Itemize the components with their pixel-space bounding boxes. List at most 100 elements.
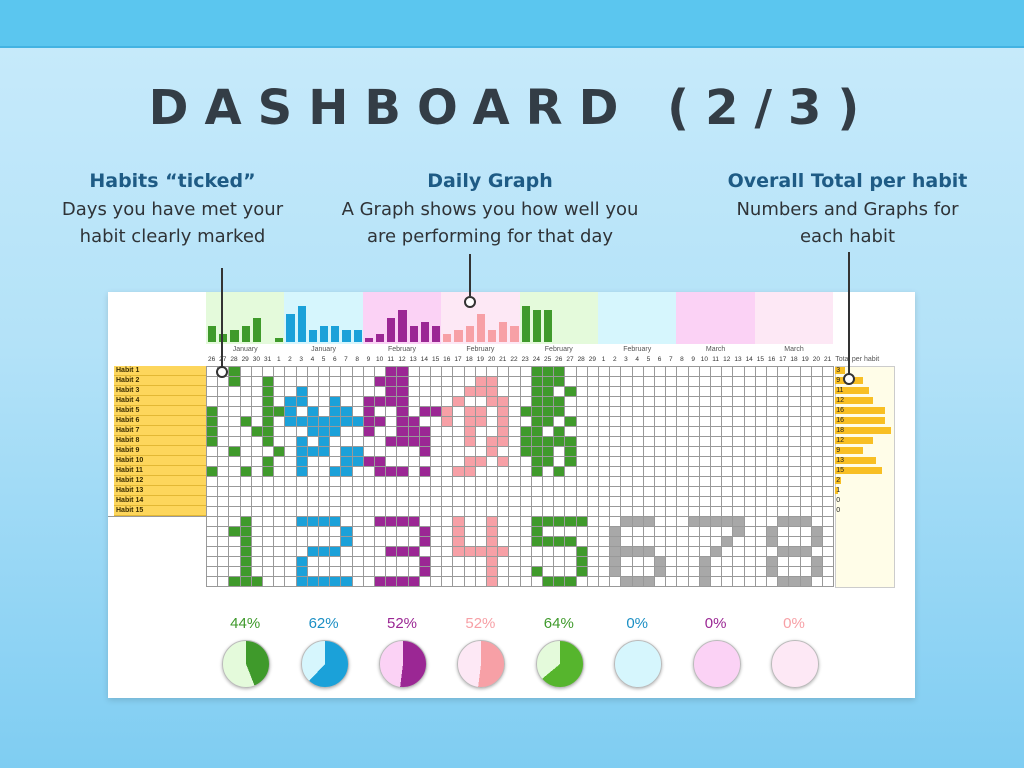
total-bar <box>835 367 845 374</box>
daily-graph-bar <box>532 310 541 342</box>
habit-tick-cell[interactable] <box>822 576 835 587</box>
daily-graph-bar <box>488 330 497 342</box>
daily-graph-bar <box>432 326 441 342</box>
week-percentage: 44% <box>230 615 261 632</box>
total-value: 16 <box>836 407 844 414</box>
month-label: February <box>387 346 416 353</box>
day-number-label: 13 <box>734 356 742 363</box>
month-label: March <box>784 346 804 353</box>
week-percentage: 52% <box>465 615 496 632</box>
daily-graph-bar <box>376 334 385 342</box>
month-label: January <box>311 346 337 353</box>
callout-body: A Graph shows you how well you <box>341 199 639 220</box>
habit-name-label: Habit 3 <box>114 386 206 396</box>
total-value: 13 <box>836 457 844 464</box>
daily-graph-bar <box>409 326 418 342</box>
day-number-label: 7 <box>344 356 348 363</box>
daily-graph-bar <box>286 314 295 342</box>
day-number-label: 15 <box>431 356 440 363</box>
daily-graph-bar <box>420 322 429 342</box>
day-number-label: 25 <box>543 356 552 363</box>
total-value: 0 <box>836 497 841 504</box>
day-number-label: 20 <box>487 356 496 363</box>
total-bar <box>835 437 873 444</box>
day-number-label: 4 <box>635 356 639 363</box>
totals-header: Total per habit <box>835 356 880 363</box>
habit-name-label: Habit 2 <box>114 376 206 386</box>
day-number-label: 16 <box>767 356 776 363</box>
day-number-label: 30 <box>252 356 260 363</box>
daily-graph-bar <box>454 330 463 342</box>
callout-marker <box>464 296 476 308</box>
habit-name-label: Habit 15 <box>114 506 206 516</box>
callout-leader-line <box>221 268 223 370</box>
month-label: February <box>623 346 652 353</box>
day-number-label: 31 <box>263 356 272 363</box>
callout-body: each habit <box>799 226 896 247</box>
habit-name-label: Habit 6 <box>114 416 206 426</box>
daily-graph-bar <box>275 338 284 342</box>
day-number-label: 3 <box>299 356 303 363</box>
total-bar <box>835 407 885 414</box>
day-number-label: 18 <box>465 356 473 363</box>
top-banner <box>0 0 1024 48</box>
daily-graph-bar <box>544 310 553 342</box>
day-number-label: 9 <box>366 356 371 363</box>
day-number-label: 4 <box>310 356 315 363</box>
week-percentage: 0% <box>704 615 727 632</box>
day-number-label: 6 <box>657 356 662 363</box>
callout-body: are performing for that day <box>366 226 614 247</box>
day-number-label: 20 <box>812 356 820 363</box>
day-number-label: 27 <box>566 356 574 363</box>
day-number-label: 1 <box>276 356 281 363</box>
day-number-label: 24 <box>532 356 540 363</box>
habit-name-label: Habit 13 <box>114 486 206 496</box>
day-number-label: 12 <box>398 356 406 363</box>
callout-marker <box>216 366 228 378</box>
week-pie-chart <box>692 640 741 688</box>
habit-name-label: Habit 7 <box>114 426 206 436</box>
month-label: March <box>705 346 726 353</box>
week-background-band <box>519 292 598 344</box>
habit-name-label: Habit 5 <box>114 406 206 416</box>
callout-heading: Habits “ticked” <box>89 170 256 192</box>
day-number-label: 29 <box>588 356 596 363</box>
daily-graph-bar <box>331 326 340 342</box>
callout-marker <box>843 373 855 385</box>
day-number-label: 8 <box>355 356 359 363</box>
total-bar <box>835 477 842 484</box>
day-number-label: 18 <box>790 356 798 363</box>
daily-graph-bar <box>499 322 508 342</box>
week-pie-chart <box>222 640 271 688</box>
month-label: February <box>544 346 573 353</box>
daily-graph-bar <box>208 326 217 342</box>
daily-graph-bar <box>443 334 452 342</box>
daily-graph-bar <box>241 326 250 342</box>
callout-body: Days you have met your <box>61 199 284 220</box>
habit-name-label: Habit 12 <box>114 476 206 486</box>
day-number-label: 9 <box>691 356 695 363</box>
daily-graph-bar <box>510 326 519 342</box>
week-background-band <box>676 292 755 344</box>
total-bar <box>835 397 873 404</box>
total-value: 16 <box>836 417 844 424</box>
callout-leader-line <box>469 254 471 296</box>
week-pie-chart <box>379 640 427 688</box>
day-number-label: 21 <box>823 356 832 363</box>
day-number-label: 5 <box>321 356 326 363</box>
total-value: 18 <box>836 427 844 434</box>
callout-body: Numbers and Graphs for <box>736 199 959 220</box>
total-value: 15 <box>836 467 844 474</box>
day-number-label: 16 <box>443 356 451 363</box>
daily-graph-bar <box>521 306 530 342</box>
day-number-label: 26 <box>207 356 216 363</box>
week-percentage: 62% <box>308 615 339 632</box>
daily-graph-bar <box>230 330 239 342</box>
daily-graph-bar <box>476 314 485 342</box>
day-number-label: 2 <box>612 356 617 363</box>
habit-header-blank <box>108 292 206 366</box>
day-number-label: 29 <box>241 356 249 363</box>
total-value: 2 <box>836 477 841 484</box>
day-number-label: 2 <box>288 356 292 363</box>
day-number-label: 14 <box>745 356 753 363</box>
